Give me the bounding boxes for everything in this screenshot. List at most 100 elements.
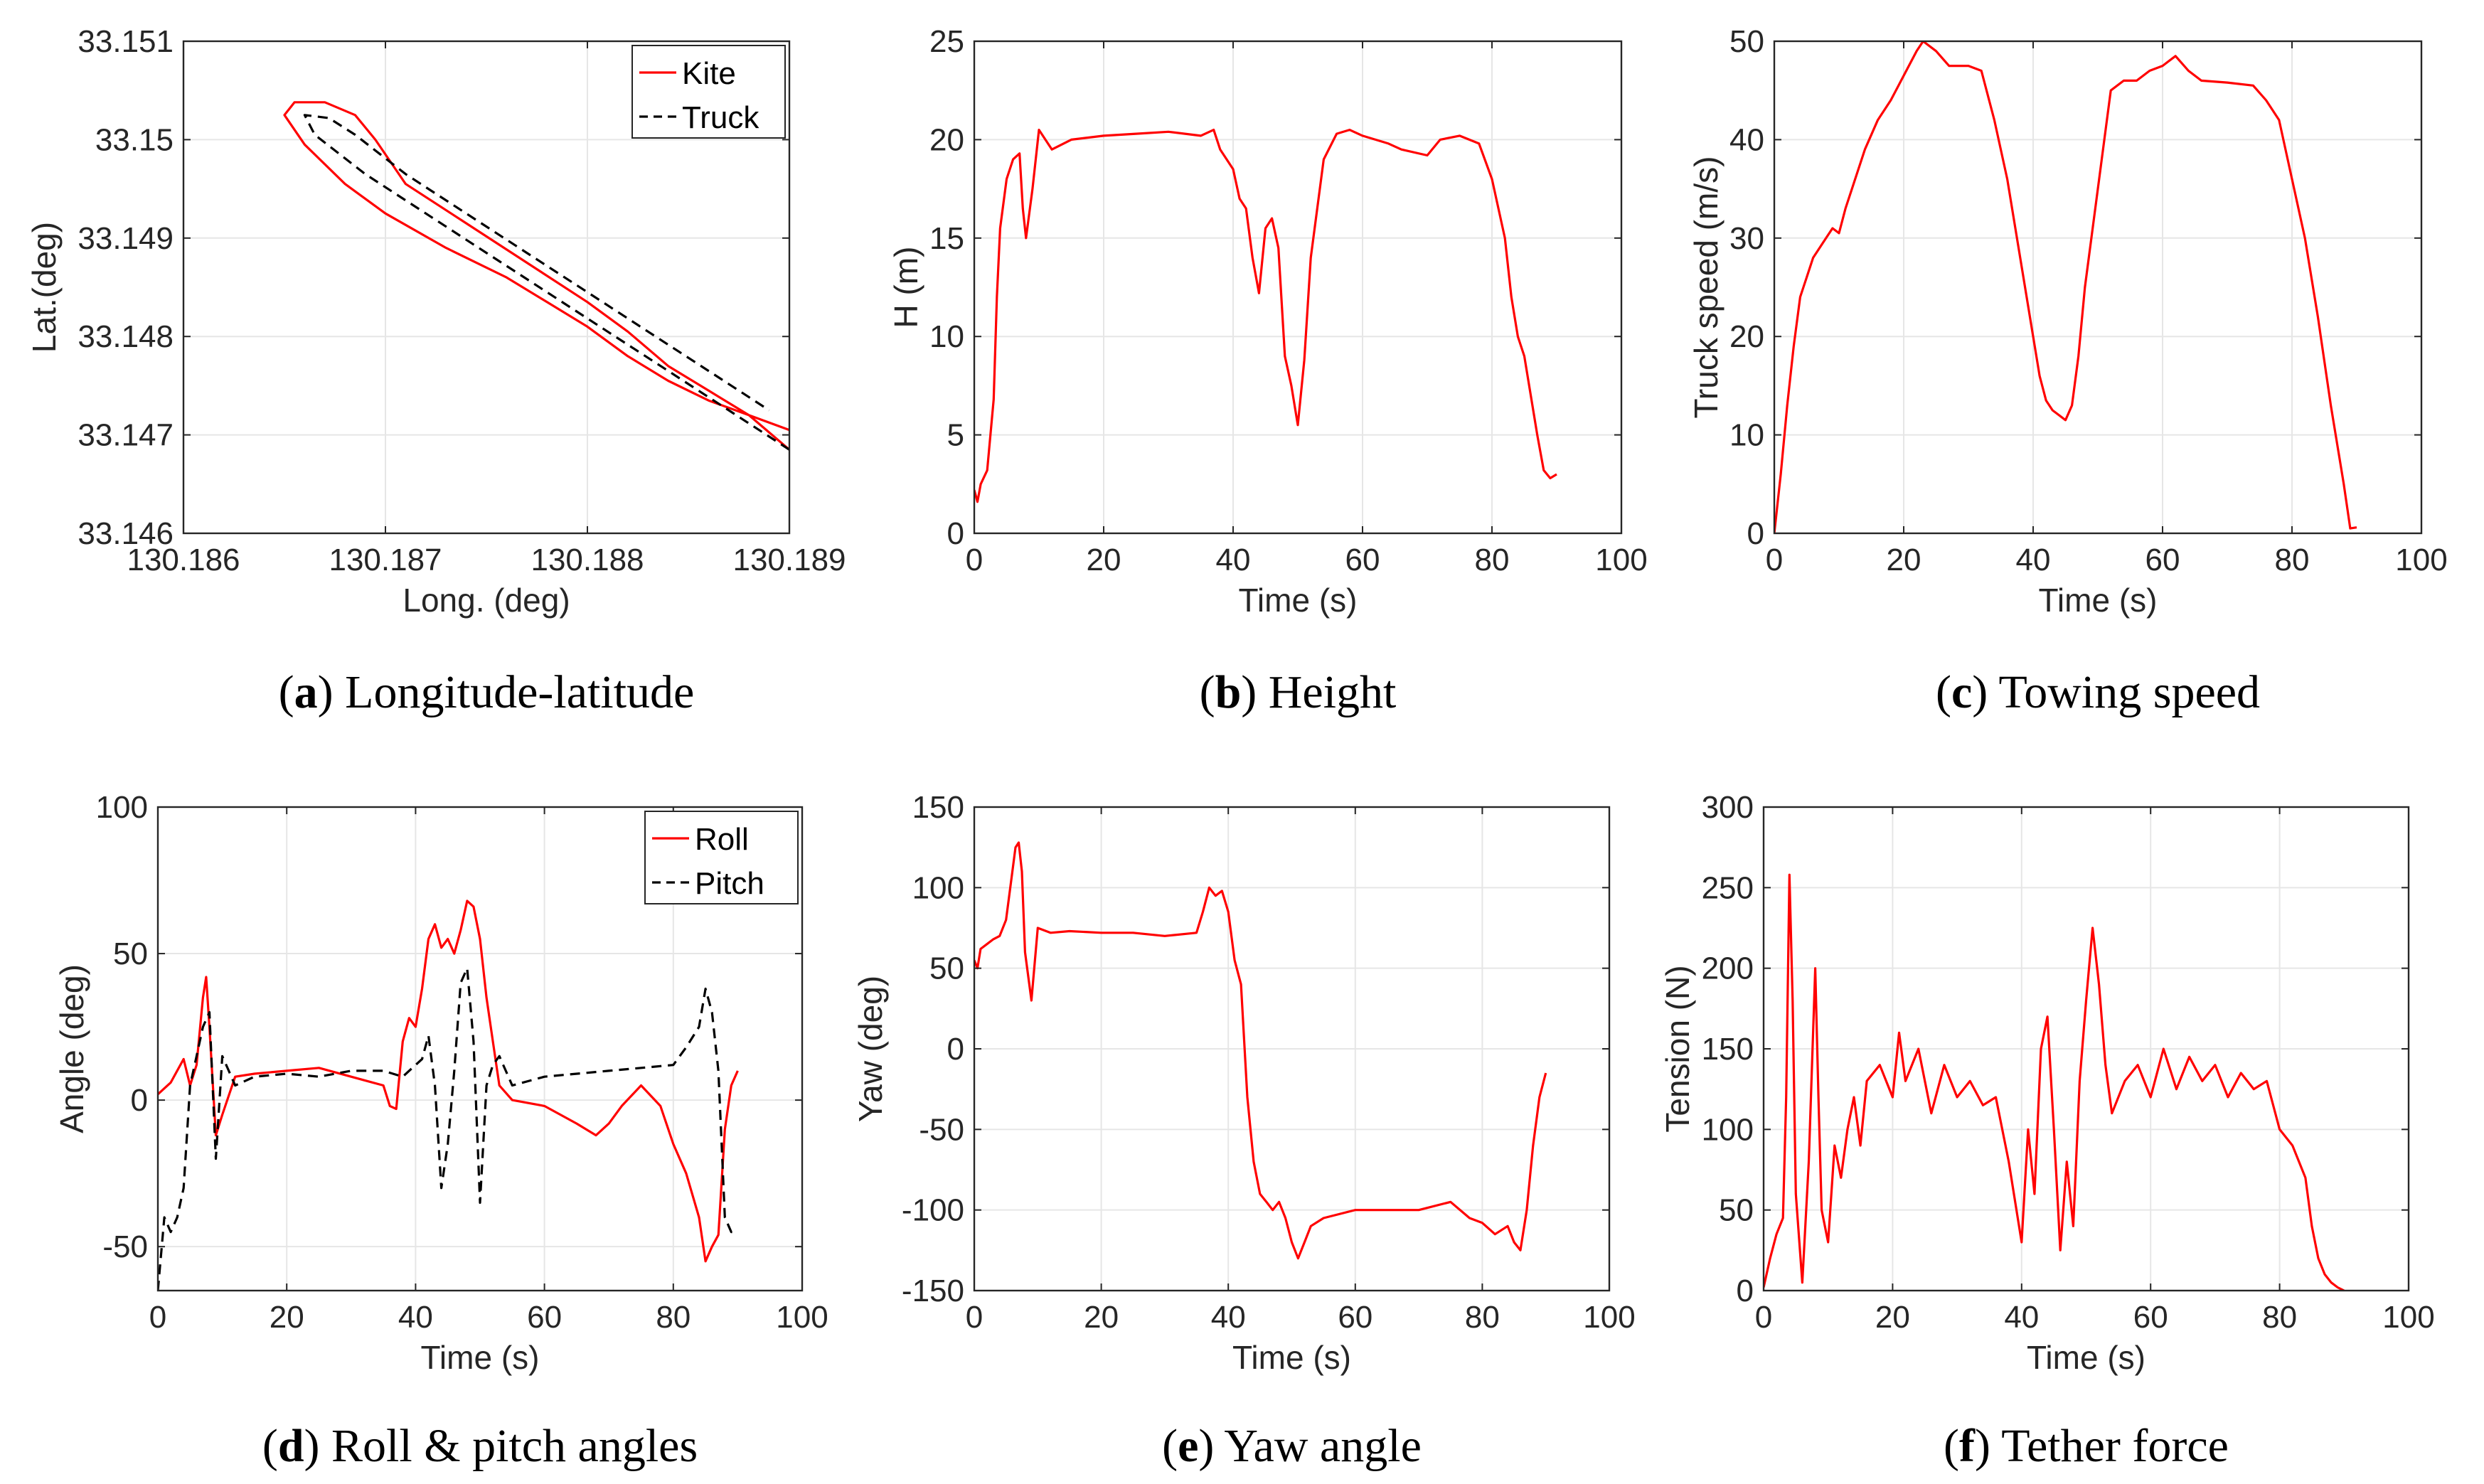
caption-paren: ( bbox=[1944, 1420, 1959, 1472]
series-line-tension bbox=[1764, 873, 2345, 1291]
caption-letter: a bbox=[294, 666, 318, 718]
series-line-truck bbox=[303, 114, 789, 451]
y-tick-label: 0 bbox=[1747, 516, 1764, 551]
subfigure-caption: (c) Towing speed bbox=[1936, 666, 2260, 718]
chart-a: 130.186 130.187 130.188 130.189 33.146 33.147… bbox=[26, 24, 846, 718]
y-tick-label: -100 bbox=[902, 1193, 964, 1228]
x-tick-label: 100 bbox=[776, 1300, 828, 1335]
caption-paren: ( bbox=[262, 1420, 278, 1472]
x-tick-label: 130.189 bbox=[732, 543, 846, 577]
chart-f: 0 20 40 60 80 100 0 50 100 150 200 250 300 Time (s) Te… bbox=[1659, 790, 2435, 1472]
y-tick-label: 50 bbox=[113, 936, 148, 971]
x-tick-label: 40 bbox=[2004, 1300, 2039, 1335]
y-tick-label: 33.148 bbox=[78, 319, 174, 354]
caption-paren: ) bbox=[318, 666, 345, 718]
subfigure-caption: (f) Tether force bbox=[1944, 1420, 2229, 1472]
caption-paren: ( bbox=[1200, 666, 1215, 718]
y-tick-label: 150 bbox=[912, 790, 964, 825]
caption-text: Roll & pitch angles bbox=[331, 1420, 698, 1472]
x-tick-label: 60 bbox=[1338, 1300, 1372, 1335]
legend-label-kite: Kite bbox=[682, 56, 736, 91]
x-tick-label: 40 bbox=[1211, 1300, 1246, 1335]
series-line-truck-speed bbox=[1774, 41, 2357, 533]
subfigure-caption: (a) Longitude-latitude bbox=[279, 666, 695, 718]
plot-area bbox=[1774, 41, 2421, 533]
y-tick-label: 100 bbox=[96, 790, 148, 825]
y-tick-label: 33.146 bbox=[78, 516, 174, 551]
x-tick-label: 0 bbox=[1766, 543, 1783, 577]
y-tick-label: -150 bbox=[902, 1274, 964, 1308]
series-line-h bbox=[974, 129, 1557, 503]
y-axis-label: H (m) bbox=[887, 247, 924, 329]
x-tick-label: 40 bbox=[2016, 543, 2051, 577]
x-tick-label: 130.188 bbox=[531, 543, 644, 577]
series-line-kite bbox=[283, 101, 789, 451]
y-tick-label: 33.151 bbox=[78, 24, 174, 59]
caption-letter: b bbox=[1215, 666, 1242, 718]
x-tick-label: 100 bbox=[1595, 543, 1647, 577]
x-tick-label: 20 bbox=[1084, 1300, 1119, 1335]
caption-paren: ) bbox=[304, 1420, 331, 1472]
axes-box bbox=[156, 806, 804, 1292]
caption-paren: ( bbox=[279, 666, 294, 718]
series-line-pitch bbox=[158, 967, 738, 1291]
x-tick-label: 130.187 bbox=[329, 543, 442, 577]
chart-b: 0 20 40 60 80 100 0 5 10 15 20 25 Time (s) H (m) (b) H… bbox=[887, 24, 1648, 718]
plot-area bbox=[974, 41, 1621, 533]
y-tick-label: 10 bbox=[1729, 418, 1764, 453]
x-tick-label: 0 bbox=[1755, 1300, 1772, 1335]
legend-label-pitch: Pitch bbox=[695, 866, 764, 901]
chart-d: 0 20 40 60 80 100 -50 0 50 100 Time (s) Angle (deg)… bbox=[53, 790, 828, 1472]
x-tick-label: 80 bbox=[1465, 1300, 1500, 1335]
y-tick-label: -50 bbox=[919, 1112, 964, 1147]
y-tick-label: 10 bbox=[929, 319, 964, 354]
x-tick-label: 20 bbox=[1875, 1300, 1910, 1335]
subfigure-caption: (e) Yaw angle bbox=[1162, 1420, 1422, 1472]
legend: Roll Pitch bbox=[644, 811, 799, 904]
y-axis-label: Truck speed (m/s) bbox=[1688, 156, 1725, 419]
caption-paren: ) bbox=[1198, 1420, 1224, 1472]
y-axis-label: Lat.(deg) bbox=[26, 222, 63, 353]
x-tick-label: 20 bbox=[1887, 543, 1921, 577]
caption-letter: d bbox=[278, 1420, 304, 1472]
y-tick-label: 50 bbox=[1729, 24, 1764, 59]
x-axis-label: Time (s) bbox=[2039, 582, 2158, 619]
x-tick-label: 80 bbox=[1475, 543, 1510, 577]
x-tick-label: 60 bbox=[527, 1300, 562, 1335]
caption-text: Height bbox=[1269, 666, 1397, 718]
x-tick-label: 80 bbox=[656, 1300, 691, 1335]
x-tick-label: 40 bbox=[398, 1300, 433, 1335]
subfigure-caption: (d) Roll & pitch angles bbox=[262, 1420, 698, 1472]
x-tick-label: 20 bbox=[270, 1300, 304, 1335]
legend-label-truck: Truck bbox=[682, 100, 759, 135]
y-tick-label: 33.149 bbox=[78, 221, 174, 256]
caption-text: Longitude-latitude bbox=[345, 666, 694, 718]
y-tick-label: 0 bbox=[1737, 1274, 1754, 1308]
y-tick-label: 0 bbox=[947, 516, 964, 551]
caption-paren: ) bbox=[1972, 666, 1998, 718]
x-tick-label: 60 bbox=[2133, 1300, 2168, 1335]
x-axis-label: Time (s) bbox=[421, 1339, 540, 1376]
y-tick-label: 40 bbox=[1729, 122, 1764, 157]
y-axis-label: Tension (N) bbox=[1659, 965, 1696, 1132]
y-tick-label: 100 bbox=[1702, 1112, 1754, 1147]
caption-paren: ( bbox=[1162, 1420, 1178, 1472]
x-axis-label: Time (s) bbox=[1232, 1339, 1351, 1376]
y-tick-label: 50 bbox=[1719, 1193, 1754, 1228]
x-tick-label: 80 bbox=[2275, 543, 2310, 577]
x-tick-label: 80 bbox=[2262, 1300, 2297, 1335]
y-tick-label: 25 bbox=[929, 24, 964, 59]
legend: Kite Truck bbox=[631, 45, 786, 139]
axes-box bbox=[973, 40, 1623, 535]
y-tick-label: 20 bbox=[929, 122, 964, 157]
y-tick-label: 0 bbox=[131, 1083, 148, 1118]
axes-box bbox=[182, 40, 791, 535]
x-tick-label: 40 bbox=[1216, 543, 1251, 577]
caption-paren: ) bbox=[1241, 666, 1268, 718]
y-tick-label: 300 bbox=[1702, 790, 1754, 825]
x-axis-label: Long. (deg) bbox=[403, 582, 570, 619]
y-tick-label: 250 bbox=[1702, 870, 1754, 905]
y-tick-label: -50 bbox=[102, 1229, 148, 1264]
y-tick-label: 33.147 bbox=[78, 418, 174, 453]
